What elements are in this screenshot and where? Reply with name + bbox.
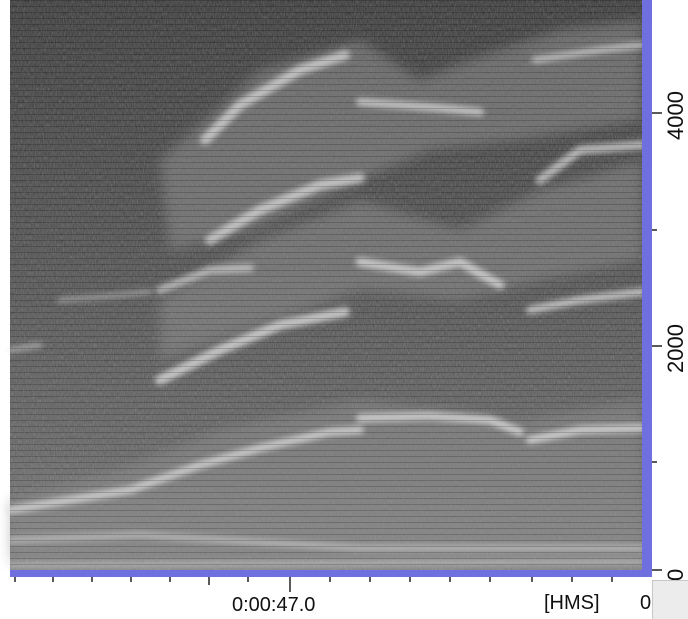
scrollbar-corner [652, 580, 688, 619]
time-unit-label-cut: 0 [640, 592, 652, 614]
spectrogram-image [6, 0, 647, 570]
freq-label-0: 0 [663, 569, 688, 581]
freq-label-2000: 2000 [663, 324, 688, 373]
frequency-axis-ticks [652, 112, 662, 571]
time-unit-label: [HMS] [544, 592, 600, 614]
spectrogram-frame [10, 0, 652, 577]
time-cursor-label: 0:00:47.0 [232, 594, 316, 616]
time-axis-ticks [14, 577, 613, 592]
freq-label-4000: 4000 [663, 91, 688, 140]
